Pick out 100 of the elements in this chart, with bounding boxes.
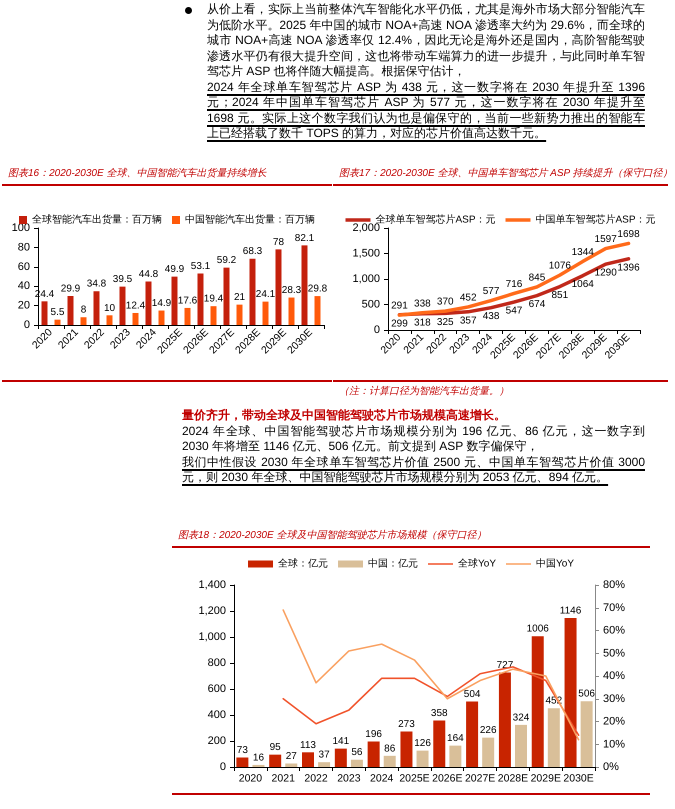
x-tick-label: 2030E <box>563 772 594 784</box>
data-label: 1076 <box>548 260 572 272</box>
data-label: 27 <box>286 750 298 762</box>
data-label: 357 <box>460 315 477 326</box>
data-label: 78 <box>272 236 284 248</box>
y-tick-label: 0 <box>374 324 380 336</box>
data-label: 34.8 <box>86 278 107 290</box>
data-label: 73 <box>236 745 248 756</box>
data-label: 56 <box>351 747 363 758</box>
y2-tick-label: 80% <box>603 579 626 591</box>
legend-label: 中国：亿元 <box>368 558 418 570</box>
data-label: 325 <box>436 316 454 328</box>
data-label: 577 <box>482 286 500 298</box>
data-label: 845 <box>528 272 546 284</box>
y2-tick-label: 40% <box>603 670 626 682</box>
data-label: 370 <box>436 296 454 308</box>
x-tick-label: 2022 <box>304 772 328 784</box>
data-label: 1006 <box>526 624 550 635</box>
data-label: 5.5 <box>50 307 65 318</box>
y-tick-label: 40 <box>18 280 30 292</box>
x-tick-label: 2020 <box>238 772 262 784</box>
data-label: 164 <box>447 733 464 744</box>
y2-tick-label: 30% <box>603 692 626 705</box>
chart-title: 图表16：2020-2030E 全球、中国智能汽车出货量持续增长 <box>8 168 266 179</box>
data-label: 196 <box>365 729 382 740</box>
legend-label: 全球：亿元 <box>278 558 328 570</box>
y-tick-label: 20 <box>18 300 30 312</box>
y2-tick-label: 10% <box>603 738 626 750</box>
data-label: 1698 <box>617 228 640 240</box>
data-label: 324 <box>512 712 530 724</box>
y-tick-label: 2,000 <box>352 222 380 234</box>
x-tick-label: 2021 <box>272 772 296 784</box>
data-label: 49.9 <box>164 264 185 276</box>
text: 2024 年全球、中国智能驾驶芯片市场规模分别为 196 亿元、86 亿元，这一数字到 2030 年将增至 1146 亿元、506 亿元。前文提到 ASP 数字偏保守， <box>182 424 645 454</box>
legend-label: 中国单车智驾芯片ASP：元 <box>536 214 656 226</box>
legend-label: 中国YoY <box>536 558 574 570</box>
text: 量价齐升，带动全球及中国智能驾驶芯片市场规模高速增长。 <box>182 408 507 424</box>
y-tick-label: 0 <box>220 761 226 773</box>
data-label: 16 <box>252 752 264 764</box>
data-label: 452 <box>460 292 477 304</box>
data-label: 10 <box>104 302 116 314</box>
y-tick-label: 80 <box>18 241 30 254</box>
text: 从价上看，实际上当前整体汽车智能化水平仍低，尤其是海外市场大部分智能汽车为低阶水平。2025 年中国的城市 NOA+高速 NOA 渗透率大约为 29.6%，而全球的城市 NOA+高速 NOA 渗透率仅 12.4%，因此无论是海外还是国内，高阶智能驾驶渗透水平仍有很大提升空间，这也将带动车端算力的进一步提升，与此同时单车智驾芯片 ASP 也将伴随大幅提高。根据保守估计， <box>207 2 645 80</box>
x-tick-label: 2029E <box>530 772 561 784</box>
data-label: 716 <box>506 278 523 290</box>
data-label: 21 <box>234 292 246 304</box>
data-label: 299 <box>391 318 408 330</box>
y-tick-label: 1,000 <box>352 273 380 285</box>
data-label: 438 <box>482 311 500 322</box>
y-tick-label: 500 <box>362 298 380 310</box>
y-tick-label: 100 <box>12 222 30 234</box>
y2-tick-label: 0% <box>603 761 620 773</box>
data-label: 95 <box>270 742 282 754</box>
data-label: 37 <box>318 750 330 761</box>
data-label: 82.1 <box>294 232 315 244</box>
data-label: 1290 <box>594 268 618 279</box>
data-label: 338 <box>414 298 432 310</box>
y-tick-label: 1,500 <box>352 248 380 260</box>
text: 2024 年全球单车智驾芯片 ASP 为 438 元，这一数字将在 2030 年提升至 1396 元；2024 年中国单车智驾芯片 ASP 为 577 元，这一数字将在 2030 年提升至 1698 元。实际上这个数字我们认为也是偏保守的，当前一些新势力推出的智能车上已经搭载了数千 TOPS 的算力，对应的芯片价值高达数千元。 <box>207 80 645 142</box>
legend-label: 全球YoY <box>458 558 496 570</box>
y2-tick-label: 70% <box>603 602 626 614</box>
data-label: 318 <box>414 317 432 328</box>
data-label: 1146 <box>560 606 582 617</box>
chart-title: 图表17：2020-2030E 全球、中国单车智驾芯片 ASP 持续提升（保守口径） <box>339 168 673 179</box>
data-label: 141 <box>332 736 350 748</box>
data-label: 226 <box>480 725 497 736</box>
data-label: 29.8 <box>308 284 328 295</box>
y2-tick-label: 60% <box>603 624 626 636</box>
y2-tick-label: 20% <box>603 716 626 728</box>
data-label: 851 <box>551 290 569 302</box>
data-label: 12.4 <box>126 300 146 312</box>
data-label: 1597 <box>594 234 618 246</box>
data-label: 1396 <box>617 262 640 274</box>
y-tick-label: 200 <box>208 735 226 747</box>
x-tick-label: 2028E <box>498 772 528 784</box>
data-label: 273 <box>398 719 416 730</box>
y-tick-label: 600 <box>208 683 226 695</box>
data-label: 504 <box>464 688 481 700</box>
x-tick-label: 2024 <box>370 772 394 784</box>
data-label: 291 <box>391 300 408 312</box>
data-label: 29.9 <box>60 283 81 294</box>
y-tick-label: 1,000 <box>198 631 226 643</box>
data-label: 17.6 <box>178 295 198 306</box>
data-label: 53.1 <box>190 260 211 272</box>
data-label: 1064 <box>572 279 594 290</box>
y-tick-label: 1,200 <box>198 605 226 617</box>
data-label: 19.4 <box>204 294 224 305</box>
data-label: 674 <box>528 299 546 310</box>
data-label: 68.3 <box>242 246 263 258</box>
data-label: 358 <box>430 708 448 719</box>
chart-title: 图表18：2020-2030E 全球及中国智能驾驶芯片市场规模（保守口径） <box>178 530 486 541</box>
data-label: 24.1 <box>256 289 276 300</box>
y-tick-label: 1,400 <box>198 579 226 591</box>
x-tick-label: 2027E <box>464 772 496 784</box>
y-tick-label: 0 <box>24 319 30 331</box>
data-label: 126 <box>414 738 432 750</box>
data-label: 86 <box>384 743 396 754</box>
x-tick-label: 2026E <box>432 772 463 784</box>
y-tick-label: 60 <box>18 260 30 273</box>
data-label: 547 <box>506 306 523 317</box>
